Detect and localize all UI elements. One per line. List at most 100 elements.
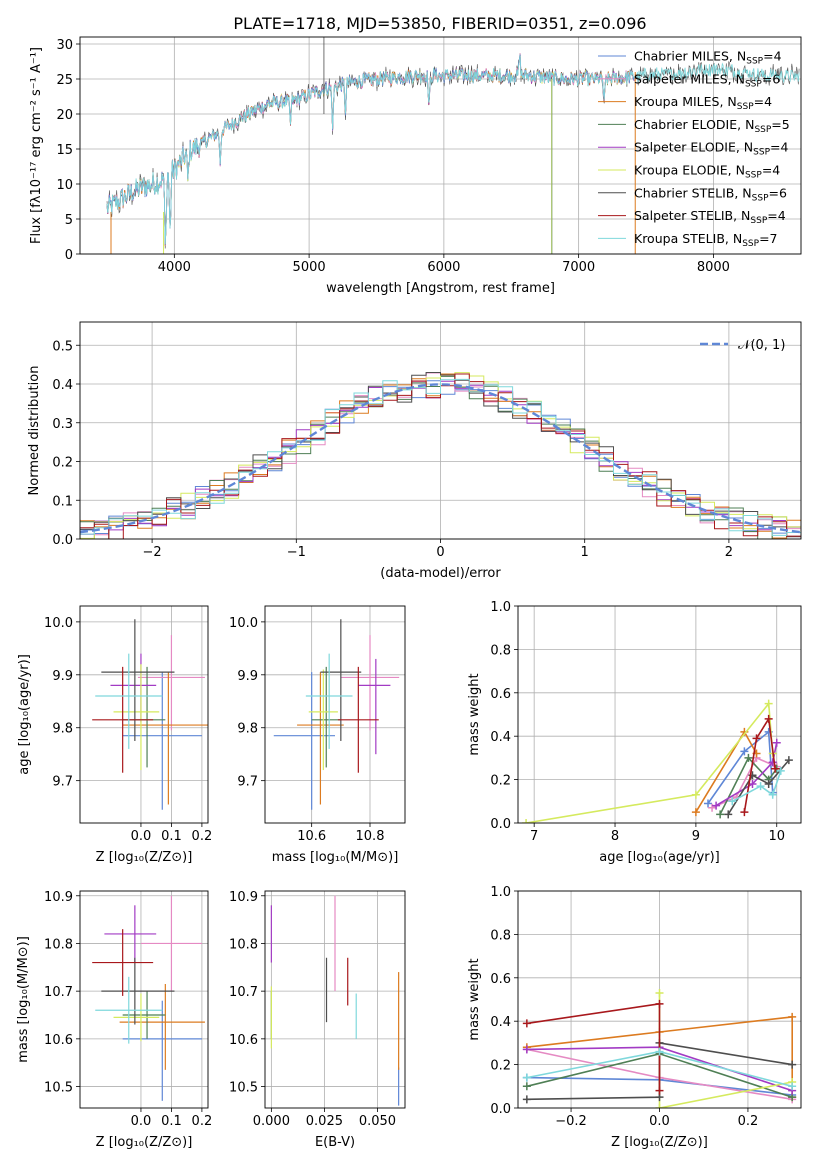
- plot-area: [80, 372, 801, 539]
- weight-marker: [712, 801, 721, 810]
- x-tick-label: 0.0: [131, 1114, 152, 1129]
- panel-age-vs-mass: 10.6 10.8 9.7 9.8 9.9 10.0 mass [log₁₀(M/M⊙)]: [229, 605, 406, 865]
- errorbar-point: [113, 664, 160, 771]
- gridlines: [80, 891, 208, 1108]
- errorbar-point: [358, 658, 391, 755]
- weight-marker: [655, 1086, 664, 1095]
- y-tick-label: 10.9: [44, 890, 73, 905]
- weight-line: [719, 756, 778, 815]
- y-tick-label: 5: [65, 213, 73, 228]
- x-tick-label: 0.050: [359, 1114, 396, 1129]
- axes-frame: [264, 890, 406, 1109]
- weight-marker: [655, 1047, 664, 1056]
- x-tick-label: 9: [692, 829, 700, 844]
- y-tick-label: 1.0: [490, 885, 511, 900]
- weight-marker: [708, 803, 717, 812]
- weight-marker: [784, 756, 793, 765]
- x-axis-label: (data-model)/error: [380, 566, 501, 581]
- x-axis-label: mass [log₁₀(M/M⊙)]: [272, 850, 399, 865]
- weight-marker: [728, 797, 737, 806]
- y-tick-label: 9.9: [52, 669, 73, 684]
- plot-area: [106, 37, 800, 254]
- x-tick-label: −2: [143, 545, 162, 560]
- y-tick-label: 15: [56, 143, 73, 158]
- x-tick-label: 0.0: [131, 829, 152, 844]
- y-tick-label: 30: [56, 38, 73, 53]
- axes-frame: [264, 605, 406, 824]
- y-tick-label: 0: [65, 248, 73, 263]
- x-tick-label: 0.2: [738, 1114, 759, 1129]
- y-axis-label: Normed distribution: [27, 366, 42, 496]
- y-axis-label: mass weight: [467, 673, 482, 755]
- x-tick-label: 0.1: [161, 1114, 182, 1129]
- axes-frame: [79, 605, 209, 824]
- x-tick-label: −1: [287, 545, 306, 560]
- y-tick-label: 10.6: [229, 1033, 258, 1048]
- x-tick-label: 6000: [427, 260, 460, 275]
- errorbar-point: [122, 1000, 202, 1101]
- errorbar-point: [101, 957, 175, 1025]
- x-tick-label: 2: [725, 545, 733, 560]
- errorbar-point: [305, 653, 353, 749]
- x-axis-label: Z [log₁₀(Z/Z⊙)]: [96, 1135, 193, 1150]
- panel-spectrum: 4000 5000 6000 7000 8000 0 5 10 15 20 25 30 waveleng…: [29, 36, 802, 296]
- normal-curve: [80, 383, 801, 534]
- weight-marker: [788, 1060, 797, 1069]
- errorbar-point: [92, 666, 154, 773]
- panel-weight-vs-z: −0.2 0.0 0.2 0.0 0.2 0.4 0.6 0.8 1.0 Z [log₁₀(Z/Z…: [467, 885, 802, 1150]
- legend-label: Salpeter ELODIE, NSSP=4: [634, 140, 789, 158]
- weight-line: [731, 770, 782, 803]
- y-axis-label: mass weight: [467, 958, 482, 1040]
- x-tick-label: −0.2: [555, 1114, 587, 1129]
- weight-marker: [522, 1082, 531, 1091]
- weight-marker: [771, 764, 780, 773]
- weight-marker: [691, 790, 700, 799]
- legend-label: Kroupa STELIB, NSSP=7: [634, 231, 778, 249]
- weight-line: [743, 716, 776, 813]
- x-tick-label: 5000: [293, 260, 326, 275]
- plot-area: [270, 895, 400, 1106]
- weight-marker: [768, 790, 777, 799]
- errorbar-point: [104, 905, 157, 963]
- y-tick-label: 10.5: [229, 1081, 258, 1096]
- x-tick-label: 10: [768, 829, 785, 844]
- axes-frame: [79, 321, 802, 540]
- axes-frame: [79, 36, 802, 255]
- weight-marker: [764, 699, 773, 708]
- panels: 4000 5000 6000 7000 8000051015202530waveleng…: [16, 36, 802, 1150]
- weight-marker: [724, 810, 733, 819]
- y-tick-label: 0.0: [490, 817, 511, 832]
- errorbar-point: [119, 984, 205, 1070]
- x-axis-label: wavelength [Angstrom, rest frame]: [326, 281, 555, 296]
- errorbar-point: [273, 672, 335, 810]
- weight-marker: [522, 1019, 531, 1028]
- x-tick-label: 8: [611, 829, 619, 844]
- x-tick-label: 1: [581, 545, 589, 560]
- weight-marker: [691, 808, 700, 817]
- legend-label: Chabrier MILES, NSSP=4: [634, 49, 782, 67]
- errorbar-point: [311, 666, 341, 768]
- weight-marker: [788, 1082, 797, 1091]
- y-tick-label: 25: [56, 73, 73, 88]
- y-tick-label: 10.7: [229, 985, 258, 1000]
- plot-area: [522, 699, 793, 823]
- x-axis-label: Z [log₁₀(Z/Z⊙)]: [96, 850, 193, 865]
- weight-marker: [522, 1073, 531, 1082]
- gridlines: [80, 606, 208, 823]
- weight-line: [715, 742, 778, 807]
- y-tick-label: 0.2: [52, 456, 73, 471]
- x-tick-label: 7: [530, 829, 538, 844]
- plot-area: [273, 619, 400, 810]
- errorbar-point: [95, 976, 163, 1044]
- errorbar-point: [122, 991, 166, 1039]
- y-tick-label: 10.8: [229, 937, 258, 952]
- x-tick-label: 0: [436, 545, 444, 560]
- spectrum-legend: Chabrier MILES, NSSP=4 Salpeter MILES, NS…: [598, 49, 790, 249]
- x-tick-label: 10.6: [297, 829, 326, 844]
- figure-title: PLATE=1718, MJD=53850, FIBERID=0351, z=0…: [233, 14, 646, 33]
- y-tick-label: 0.8: [490, 928, 511, 943]
- legend-label: 𝒩(0, 1): [738, 338, 785, 353]
- panel-age-vs-z: 0.0 0.1 0.2 9.7 9.8 9.9 10.0 Z [log₁₀(Z/Z⊙)] age…: [17, 605, 212, 865]
- y-tick-label: 10.7: [44, 985, 73, 1000]
- y-axis-label: Flux [fλ10⁻¹⁷ erg cm⁻² s⁻¹ A⁻¹]: [29, 47, 44, 244]
